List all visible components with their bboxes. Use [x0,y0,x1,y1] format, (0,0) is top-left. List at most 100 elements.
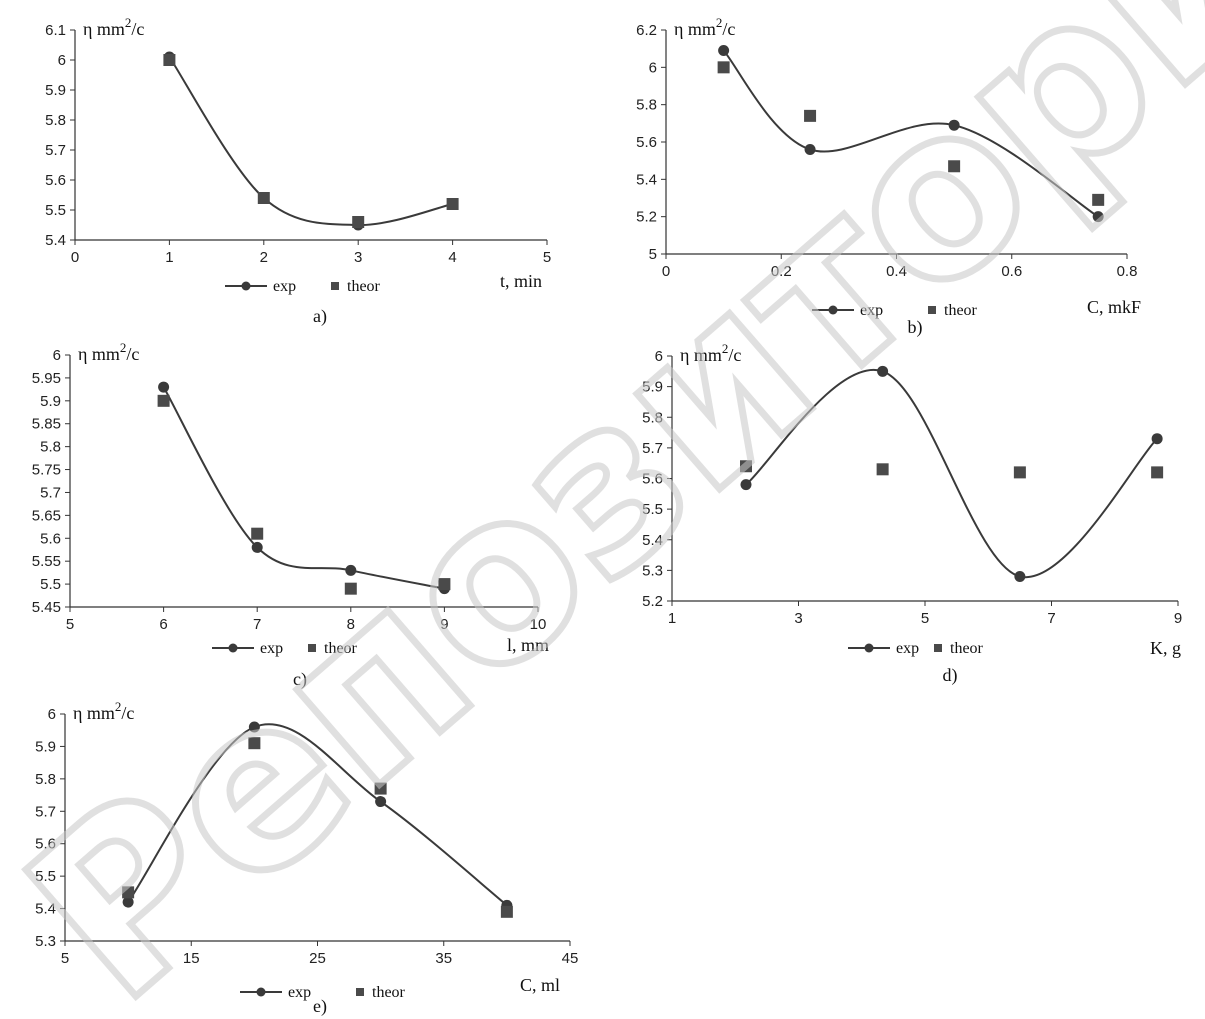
y-tick-label: 5.3 [35,933,56,950]
x-tick-label: 2 [260,249,268,266]
data-point [877,365,889,377]
chart-caption: c) [293,669,307,690]
data-point [157,394,170,407]
legend: exp theor [225,278,381,295]
y-tick-label: 5.5 [35,868,56,885]
data-point [740,460,753,473]
x-tick-label: 45 [562,950,579,967]
y-axis-title-tail: /c [121,703,134,723]
series-theor [717,61,1105,206]
data-point [1014,571,1026,582]
x-axis-title: l, mm [507,635,549,655]
data-point [1151,466,1164,479]
data-point [446,198,459,210]
legend-label: exp [273,278,296,295]
y-axis-title: η mm2/c [78,340,139,364]
charts-layer: 5.45.55.65.75.85.966.10 1 2 3 4 5η mm2/ct, mi… [32,15,1182,1017]
y-axis-title-main: η mm [73,703,115,723]
y-axis-title-sup: 2 [120,340,127,355]
x-tick-label: 9 [1174,610,1182,627]
x-axis-title: C, ml [520,975,560,995]
y-tick-label: 6 [655,348,663,365]
chart-d: 5.2 5.3 5.4 5.5 5.6 5.7 5.8 5.9 6 1 3 5 7 9 η mm2/c K, … [642,341,1182,686]
data-point [257,192,270,204]
x-tick-label: 5 [921,610,929,627]
x-axis-title: C, mkF [1087,297,1141,317]
x-tick-label: 5 [61,950,69,967]
data-point [740,479,752,491]
y-axis-title-tail: /c [131,19,144,39]
legend-circle-swatch [828,305,838,315]
x-tick-label: 4 [448,249,456,266]
x-tick-label: 1 [165,249,173,266]
y-axis-title: η mm2/c [73,699,134,723]
data-point [163,54,176,66]
y-tick-label: 5.7 [45,142,66,159]
y-axis-title-main: η mm [680,345,722,365]
y-tick-label: 5.5 [642,501,663,518]
legend-label: theor [324,640,358,657]
chart-caption: a) [313,306,327,327]
legend-square-swatch [934,644,942,652]
legend-label: theor [944,302,978,319]
legend-label: theor [372,984,406,1001]
chart-caption: d) [943,665,958,686]
data-point [122,886,135,899]
data-point [804,109,817,122]
y-tick-label: 6.2 [636,22,657,39]
x-tick-label: 0 [662,263,670,280]
legend-square-swatch [308,644,316,652]
y-tick-label: 5.6 [636,134,657,151]
y-tick-label: 5.8 [45,112,66,129]
chart-caption: e) [313,996,327,1017]
series-theor [157,394,451,595]
data-point [500,905,513,918]
y-tick-label: 5.8 [40,439,61,456]
y-axis-title: η mm2/c [674,15,735,39]
legend-circle-swatch [241,281,251,291]
y-axis-title-main: η mm [674,19,716,39]
y-axis-title-sup: 2 [716,15,723,30]
y-tick-label: 5.4 [35,901,56,918]
x-tick-label: 5 [66,616,74,633]
series-line [722,49,1099,218]
x-tick-label: 9 [440,616,448,633]
data-point [438,578,451,591]
legend-circle-swatch [228,643,238,653]
series-theor [740,460,1164,479]
data-point [344,582,357,595]
series-exp [740,365,1163,582]
y-tick-label: 5.8 [35,771,56,788]
y-tick-label: 5.3 [642,562,663,579]
y-tick-label: 5.8 [636,97,657,114]
x-tick-label: 5 [543,249,551,266]
x-tick-label: 3 [794,610,802,627]
data-point [345,564,357,576]
x-tick-label: 1 [668,610,676,627]
y-axis-title-main: η mm [83,19,125,39]
data-point [717,61,730,74]
legend: exp theor [240,984,406,1001]
y-tick-label: 5.5 [40,576,61,593]
y-tick-label: 6 [649,59,657,76]
y-tick-label: 5.95 [32,370,61,387]
x-tick-label: 6 [159,616,167,633]
data-point [876,463,889,476]
y-tick-label: 5.7 [40,484,61,501]
y-axis-title-tail: /c [728,345,741,365]
x-tick-label: 0.2 [771,263,792,280]
series-exp [163,51,459,231]
y-axis-title-sup: 2 [125,15,132,30]
data-point [248,721,260,733]
legend-label: exp [260,640,283,657]
y-tick-label: 5.7 [35,803,56,820]
legend: exp theor [812,302,978,319]
data-point [804,143,816,155]
y-axis-title-main: η mm [78,344,120,364]
y-tick-label: 5.45 [32,599,61,616]
y-tick-label: 6.1 [45,22,66,39]
y-tick-label: 5.4 [45,232,66,249]
y-tick-label: 5.6 [40,530,61,547]
y-tick-label: 5.6 [45,172,66,189]
